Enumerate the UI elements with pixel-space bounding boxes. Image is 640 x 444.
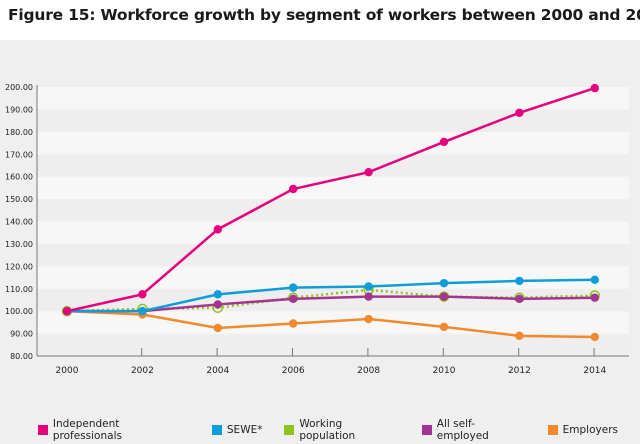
legend-swatch [38, 425, 48, 435]
y-tick-label: 200.00 [5, 83, 33, 92]
x-tick-label: 2004 [206, 366, 229, 376]
data-point [289, 184, 298, 194]
grid-band [37, 87, 629, 110]
legend-label: Independent professionals [52, 418, 122, 442]
legend-label: Working population [299, 418, 356, 442]
legend-swatch [421, 425, 432, 435]
x-tick-label: 2006 [282, 366, 305, 376]
legend-item: All self-employed [421, 418, 526, 442]
data-point [213, 300, 222, 309]
grid-band [37, 154, 629, 177]
y-tick-label: 180.00 [5, 128, 33, 137]
legend-label: Employers [562, 424, 618, 436]
data-point [515, 294, 524, 304]
data-point [590, 293, 599, 302]
data-point [364, 292, 373, 301]
grid-band [37, 199, 629, 222]
data-point [62, 306, 72, 316]
data-point [515, 331, 524, 341]
y-tick-label: 90.00 [10, 330, 33, 339]
y-tick-label: 150.00 [5, 195, 33, 204]
legend-item: SEWE* [211, 418, 263, 442]
legend-swatch [211, 425, 222, 435]
legend-label: SEWE* [226, 424, 263, 436]
data-point [439, 137, 449, 147]
y-tick-label: 80.00 [10, 352, 33, 361]
grid-band [37, 131, 629, 155]
data-point [289, 294, 298, 304]
series-line [66, 86, 596, 313]
data-point [213, 225, 222, 234]
data-point [364, 314, 373, 324]
grid-band [37, 176, 629, 200]
y-tick-label: 140.00 [5, 218, 33, 227]
legend-label: All self-employed [436, 418, 489, 442]
legend-swatch [284, 425, 295, 435]
data-point [364, 282, 373, 291]
legend-item: Employers [547, 418, 618, 442]
y-tick-label: 190.00 [5, 105, 33, 114]
legend-item: Independent professionals [38, 418, 190, 442]
y-tick-label: 120.00 [5, 262, 33, 271]
y-tick-label: 100.00 [5, 307, 33, 316]
series-line [67, 295, 595, 313]
data-point [289, 319, 298, 328]
data-point [515, 276, 524, 286]
y-tick-label: 130.00 [5, 240, 33, 249]
series-line [66, 309, 595, 339]
y-tick-label: 160.00 [5, 173, 33, 182]
x-tick-label: 2008 [357, 366, 380, 376]
data-point [213, 323, 222, 333]
legend-swatch [547, 425, 558, 435]
x-tick-label: 2010 [433, 366, 456, 376]
data-point [439, 292, 449, 301]
legend: Independent professionals SEWE* Working po… [38, 418, 640, 442]
data-point [138, 306, 147, 316]
grid-band [37, 333, 629, 356]
x-tick-label: 2000 [56, 366, 79, 376]
grid-band [37, 109, 629, 132]
grid-band [37, 266, 629, 289]
data-point [289, 283, 298, 292]
data-point [364, 167, 373, 177]
y-tick-label: 110.00 [5, 285, 33, 294]
x-tick-label: 2002 [131, 366, 154, 376]
grid-band [37, 288, 629, 312]
data-point [439, 322, 449, 332]
data-point [138, 290, 147, 299]
legend-item: Working population [284, 418, 399, 442]
data-point [213, 290, 222, 299]
grid-band [37, 221, 629, 244]
series-line [67, 278, 595, 313]
x-tick-label: 2014 [583, 366, 606, 376]
y-tick-label: 170.00 [5, 150, 33, 159]
data-point [439, 278, 449, 288]
data-point [515, 108, 524, 117]
grid-band [37, 243, 629, 267]
x-tick-label: 2012 [508, 366, 531, 376]
data-point [590, 83, 599, 93]
data-point [590, 275, 599, 284]
chart-title: Figure 15: Workforce growth by segment o… [8, 6, 640, 24]
data-point [590, 332, 599, 342]
